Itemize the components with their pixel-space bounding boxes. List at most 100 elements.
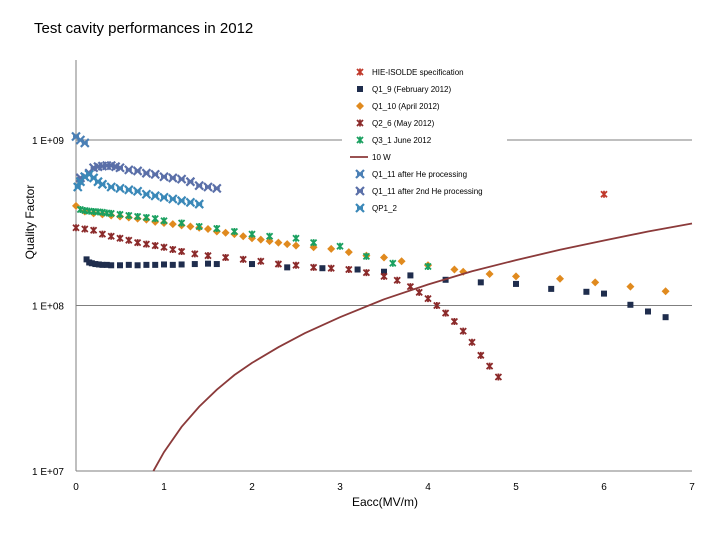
data-point — [397, 257, 406, 266]
data-point — [176, 195, 187, 206]
data-point — [168, 173, 178, 183]
y-tick-label: 1 E+09 — [32, 136, 64, 147]
data-point — [191, 250, 199, 258]
data-point — [116, 234, 124, 242]
data-point — [169, 245, 177, 254]
data-point — [485, 270, 494, 279]
legend-swatch — [355, 203, 365, 213]
data-point — [72, 224, 80, 232]
data-point — [213, 224, 221, 233]
data-point — [81, 225, 89, 233]
x-tick-label: 7 — [689, 482, 695, 493]
data-point — [98, 230, 107, 238]
data-point — [88, 260, 95, 267]
axes — [75, 60, 692, 472]
data-point — [141, 189, 152, 200]
data-point — [354, 266, 361, 273]
data-point — [221, 253, 230, 262]
data-point — [336, 242, 344, 250]
data-point — [89, 226, 98, 234]
data-point — [380, 272, 388, 280]
data-point — [459, 327, 467, 335]
data-point — [124, 165, 134, 175]
data-point — [494, 373, 503, 381]
data-point — [362, 268, 371, 277]
data-point — [125, 211, 133, 220]
data-point — [212, 183, 222, 194]
x-tick-label: 3 — [337, 482, 343, 493]
data-point — [195, 222, 203, 231]
x-tick-label: 6 — [601, 482, 607, 493]
data-point — [548, 285, 555, 292]
data-point — [203, 182, 213, 192]
data-point — [441, 309, 450, 317]
data-point — [600, 190, 608, 198]
legend-swatch — [356, 102, 364, 110]
data-point — [177, 219, 186, 227]
legend-entry: Q3_1 June 2012 — [372, 136, 432, 145]
series-4 — [76, 205, 432, 271]
data-point — [194, 180, 204, 191]
data-point — [150, 169, 160, 180]
data-point — [133, 238, 142, 247]
data-point — [309, 238, 318, 247]
legend-entry: 10 W — [372, 153, 391, 162]
data-point — [125, 261, 132, 268]
data-point — [248, 230, 256, 238]
data-point — [319, 265, 326, 272]
data-point — [256, 235, 265, 244]
x-tick-label: 4 — [425, 482, 431, 493]
series-7 — [75, 160, 222, 194]
data-point — [468, 338, 476, 346]
data-point — [591, 278, 600, 287]
data-point — [107, 209, 115, 218]
data-point — [106, 182, 116, 192]
data-point — [103, 261, 110, 268]
data-point — [194, 199, 204, 209]
legend-entry: Q1_11 after 2nd He processing — [372, 187, 483, 196]
data-point — [230, 227, 239, 236]
data-point — [292, 241, 300, 250]
series-8 — [72, 169, 204, 209]
data-point — [185, 176, 196, 187]
data-point — [477, 351, 485, 359]
data-point — [309, 263, 318, 271]
data-point — [205, 260, 211, 267]
data-point — [327, 244, 336, 253]
legend-swatch — [356, 119, 364, 127]
data-point — [72, 182, 83, 192]
data-point — [108, 262, 115, 269]
data-point — [284, 264, 291, 271]
data-point — [292, 261, 300, 269]
legend: HIE-ISOLDE specification Q1_9 (February 2… — [342, 62, 507, 217]
data-point — [249, 261, 255, 268]
data-point — [169, 261, 176, 268]
x-axis-label: Eacc(MV/m) — [352, 495, 418, 509]
data-point — [274, 260, 283, 268]
data-point — [152, 261, 159, 268]
data-point — [450, 317, 459, 326]
data-point — [239, 255, 247, 264]
data-point — [415, 288, 423, 297]
data-point — [124, 185, 134, 195]
data-point — [97, 179, 108, 190]
data-point — [513, 280, 519, 287]
data-point — [151, 241, 159, 250]
data-point — [485, 362, 494, 370]
data-point — [159, 192, 169, 203]
data-point — [125, 236, 133, 244]
legend-entry: Q2_6 (May 2012) — [372, 119, 435, 128]
data-point — [142, 240, 151, 248]
data-point — [257, 257, 265, 265]
data-point — [424, 262, 432, 271]
data-point — [204, 224, 212, 233]
data-series — [71, 131, 693, 472]
data-point — [176, 174, 187, 184]
legend-swatch — [356, 136, 364, 144]
tick-labels: 1 E+07 1 E+08 1 E+09 0 1 2 3 4 5 6 7 — [32, 136, 695, 493]
data-point — [95, 261, 102, 268]
legend-swatch — [355, 186, 365, 196]
data-point — [406, 283, 415, 291]
data-point — [117, 262, 123, 269]
data-point — [274, 238, 283, 247]
